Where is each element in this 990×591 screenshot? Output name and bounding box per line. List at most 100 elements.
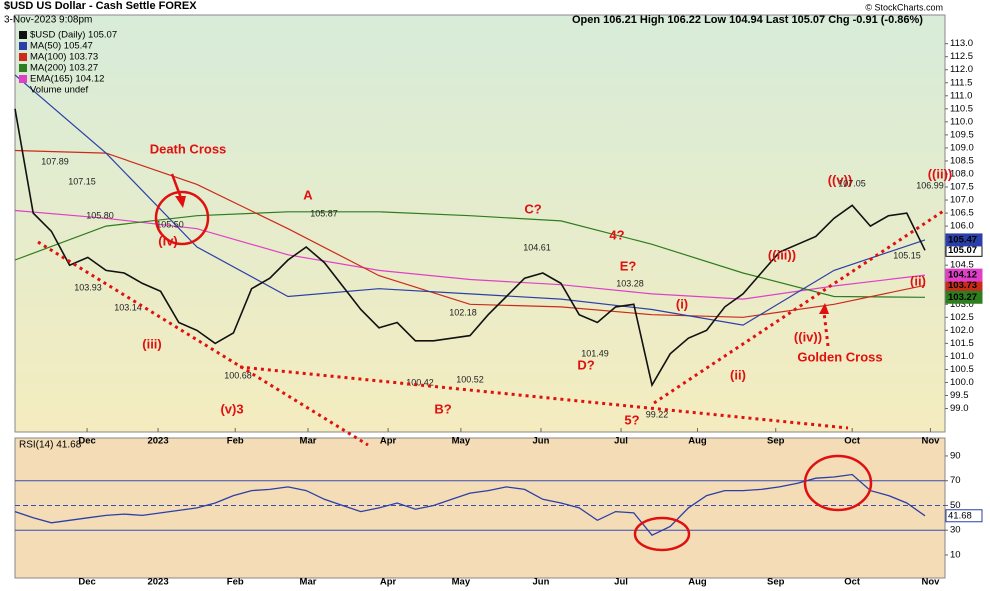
quote: Open 106.21 High 106.22 Low 104.94 Last … xyxy=(572,14,923,26)
x-tick-label: Dec xyxy=(78,577,95,588)
legend-entry: MA(100) 103.73 xyxy=(30,52,98,63)
annotation: B? xyxy=(434,401,451,416)
x-tick-label: Oct xyxy=(844,436,861,447)
x-tick-label: 2023 xyxy=(147,436,168,447)
x-tick-label: Jun xyxy=(533,436,550,447)
x-tick-label: Jul xyxy=(614,436,628,447)
y-tick-label: 70 xyxy=(950,475,961,486)
y-tick-label: 50 xyxy=(950,500,961,511)
price-label: 102.18 xyxy=(449,307,477,317)
x-tick-label: Feb xyxy=(227,577,244,588)
y-tick-label: 106.5 xyxy=(950,208,974,219)
x-tick-label: Feb xyxy=(227,436,244,447)
annotation: Death Cross xyxy=(150,141,227,156)
price-label: 107.89 xyxy=(41,156,69,166)
value-tag-label: 41.68 xyxy=(948,510,972,521)
price-label: 105.87 xyxy=(310,208,338,218)
price-label: 105.80 xyxy=(86,210,114,220)
price-label: 100.68 xyxy=(224,370,252,380)
arrow-line xyxy=(170,173,183,199)
circle xyxy=(803,454,873,512)
price-label: 107.15 xyxy=(68,176,96,186)
circles xyxy=(154,173,873,552)
price-label: 101.49 xyxy=(581,348,609,358)
series-line xyxy=(14,149,926,318)
trendlines xyxy=(37,208,946,447)
annotation: E? xyxy=(620,258,637,273)
price-label: 100.52 xyxy=(456,374,484,384)
y-tick-label: 103.0 xyxy=(950,299,974,310)
price-label: 103.14 xyxy=(114,302,142,312)
price-label: 105.50 xyxy=(156,219,184,229)
value-tag-label: 103.73 xyxy=(948,280,977,291)
arrow-head xyxy=(819,303,829,314)
value-tag-label: 103.27 xyxy=(948,292,977,303)
y-tick-label: 99.0 xyxy=(950,403,969,414)
y-tick-label: 90 xyxy=(950,450,961,461)
y-tick-label: 113.0 xyxy=(950,38,973,49)
price-label: 100.42 xyxy=(406,377,434,387)
value-tag-label: 104.12 xyxy=(948,270,977,281)
legend-swatch xyxy=(19,53,27,61)
y-tick-label: 104.5 xyxy=(950,260,974,271)
x-tick-label: Nov xyxy=(921,436,940,447)
rsi-legend: RSI(14) 41.68 xyxy=(19,440,82,451)
y-tick-label: 106.0 xyxy=(950,221,974,232)
annotation: (ii) xyxy=(730,367,746,382)
legend-swatch xyxy=(19,42,27,50)
annotation: D? xyxy=(577,357,594,372)
legend-entry: MA(200) 103.27 xyxy=(30,63,98,74)
annotation: (iii) xyxy=(142,336,162,351)
x-tick-label: Mar xyxy=(300,577,317,588)
series-line xyxy=(14,211,926,298)
value-tag xyxy=(945,233,983,247)
arrow-line xyxy=(822,311,830,347)
x-tick-label: Apr xyxy=(380,577,397,588)
series-line xyxy=(14,209,926,300)
annotation: ((iii)) xyxy=(768,247,796,262)
overlay-layer: Dec Dec 2023 2023 Feb Feb Mar Mar Apr Apr May May Ju… xyxy=(14,30,983,588)
legend-swatch xyxy=(19,31,27,39)
source: © StockCharts.com xyxy=(865,2,943,12)
y-tick-label: 111.5 xyxy=(950,77,972,88)
annotation: (ii) xyxy=(910,273,926,288)
y-tick-label: 109.5 xyxy=(950,129,974,140)
subtitle: 3-Nov-2023 9:08pm xyxy=(4,15,92,26)
x-tick-label: Jul xyxy=(614,577,628,588)
x-tick-label: Sep xyxy=(767,436,785,447)
x-tick-label: May xyxy=(452,436,471,447)
y-tick-label: 99.5 xyxy=(950,390,969,401)
y-tick-label: 109.0 xyxy=(950,142,974,153)
value-tag-label: 105.07 xyxy=(948,245,977,256)
y-tick-label: 108.0 xyxy=(950,168,974,179)
x-tick-label: Aug xyxy=(688,577,707,588)
legend-swatch xyxy=(19,64,27,72)
price-label: 99.22 xyxy=(646,409,669,419)
x-tick-label: May xyxy=(452,577,471,588)
annotation: ((v)) xyxy=(828,172,853,187)
y-tick-label: 111.0 xyxy=(950,90,972,101)
annotation: 5? xyxy=(624,412,639,427)
x-tick-label: Sep xyxy=(767,577,785,588)
trendline xyxy=(653,208,946,405)
x-tick-label: Mar xyxy=(300,436,317,447)
y-tick-label: 107.5 xyxy=(950,182,974,193)
price-panel xyxy=(14,14,946,433)
rsi-line xyxy=(14,473,926,537)
price-label: 105.15 xyxy=(893,250,921,260)
arrow-head xyxy=(175,196,186,208)
annotation: C? xyxy=(524,201,541,216)
y-tick-label: 30 xyxy=(950,525,961,536)
y-tick-label: 112.5 xyxy=(950,51,973,62)
rsi-panel xyxy=(14,437,946,579)
y-tick-label: 101.0 xyxy=(950,351,974,362)
value-tag xyxy=(945,268,983,282)
y-tick-label: 110.5 xyxy=(950,103,973,114)
legend-swatch xyxy=(19,75,27,83)
annotation: 4? xyxy=(609,227,624,242)
y-tick-label: 110.0 xyxy=(950,116,973,127)
chart-title: $USD US Dollar - Cash Settle FOREX xyxy=(4,0,197,12)
y-tick-label: 108.5 xyxy=(950,155,974,166)
series-line xyxy=(14,74,926,326)
